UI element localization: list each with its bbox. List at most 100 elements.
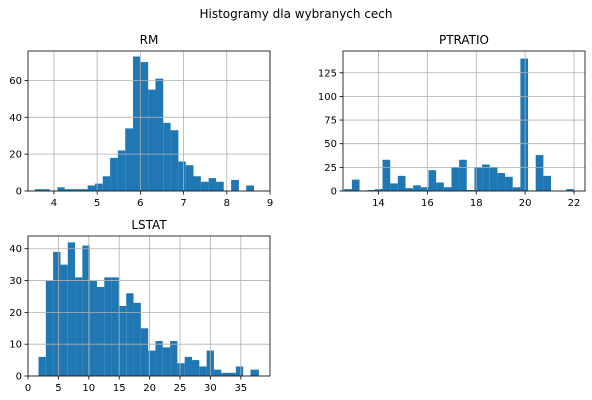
ptratio-bar [382, 159, 391, 191]
ptratio-x-tick-label: 16 [421, 198, 434, 209]
lstat-bar [191, 360, 200, 376]
rm-bar [193, 176, 201, 191]
rm-y-tick-label: 0 [16, 187, 22, 198]
rm-bar [79, 189, 88, 191]
lstat-bar [170, 341, 178, 376]
rm-bar [200, 181, 209, 191]
lstat-x-tick-label: 35 [234, 383, 247, 394]
rm-bar [117, 150, 126, 191]
ptratio-bar [390, 183, 398, 191]
rm-x-tick-label: 4 [51, 198, 57, 209]
ptratio-axes-frame [342, 50, 586, 192]
rm-bar [110, 157, 118, 191]
rm-x-tick-label: 5 [94, 198, 100, 209]
ptratio-bar [543, 175, 552, 191]
ptratio-y-tick-label: 25 [324, 163, 337, 174]
lstat-x-tick-label: 10 [82, 383, 95, 394]
lstat-bar [184, 356, 192, 376]
rm-bar [155, 78, 164, 191]
rm-bar [246, 185, 255, 191]
lstat-bar [97, 286, 105, 376]
ptratio-bar [436, 182, 444, 191]
lstat-bar [89, 280, 98, 376]
ptratio-title: PTRATIO [439, 33, 489, 47]
ptratio-bar [413, 185, 421, 191]
lstat-y-tick-label: 40 [9, 244, 22, 255]
ptratio-x-tick-label: 20 [519, 198, 532, 209]
lstat-title: LSTAT [131, 218, 167, 232]
lstat-y-tick-label: 20 [9, 308, 22, 319]
lstat-bar [60, 264, 68, 376]
rm-y-tick-label: 40 [9, 113, 22, 124]
ptratio-bar [428, 170, 437, 191]
lstat-bar [111, 277, 119, 376]
lstat-bar [155, 341, 163, 376]
ptratio-bar [489, 167, 498, 191]
rm-title: RM [140, 33, 159, 47]
lstat-x-tick-label: 15 [113, 383, 126, 394]
rm-bar [231, 179, 239, 191]
histogram-rm: 4 5 6 7 8 9 0 20 40 60 RM [9, 33, 273, 209]
ptratio-bar [344, 189, 352, 191]
lstat-bar [104, 277, 112, 376]
lstat-bar [75, 277, 83, 376]
rm-x-tick-label: 9 [267, 198, 273, 209]
lstat-bar [199, 366, 207, 376]
lstat-x-tick-label: 0 [25, 383, 31, 394]
ptratio-bar [451, 167, 460, 191]
rm-bar [125, 128, 134, 191]
histogram-ptratio: 14 16 18 20 22 0 25 50 75 100 125 PTRATIO [318, 33, 586, 209]
ptratio-bar [367, 190, 375, 191]
lstat-x-tick-label: 20 [143, 383, 156, 394]
ptratio-bar [482, 164, 490, 191]
lstat-bar [45, 280, 54, 376]
ptratio-bar [566, 189, 574, 191]
rm-bar [64, 189, 73, 191]
ptratio-bar [405, 188, 414, 191]
ptratio-bar [535, 155, 544, 191]
ptratio-bar [397, 175, 406, 191]
lstat-bar [148, 350, 156, 376]
lstat-bar [235, 366, 244, 376]
lstat-axes-frame [27, 235, 271, 377]
ptratio-x-tick-label: 14 [372, 198, 385, 209]
lstat-bar [177, 363, 185, 376]
lstat-bar [118, 306, 127, 376]
ptratio-y-tick-label: 75 [324, 116, 337, 127]
rm-y-tick-label: 60 [9, 76, 22, 87]
rm-bar [34, 189, 43, 191]
ptratio-y-tick-label: 50 [324, 139, 337, 150]
rm-bar [57, 187, 65, 191]
rm-bar [163, 122, 171, 191]
ptratio-bar [420, 187, 429, 191]
lstat-x-tick-label: 25 [174, 383, 187, 394]
ptratio-bar [512, 187, 521, 191]
lstat-y-tick-label: 30 [9, 276, 22, 287]
lstat-bar [126, 293, 134, 376]
rm-bar [148, 89, 156, 191]
rm-bar [178, 161, 186, 191]
rm-bar [87, 185, 95, 191]
rm-bar [185, 165, 194, 191]
ptratio-y-tick-label: 100 [318, 92, 337, 103]
lstat-bar [38, 356, 46, 376]
lstat-x-tick-label: 5 [55, 383, 61, 394]
rm-y-tick-label: 20 [9, 150, 22, 161]
lstat-x-tick-label: 30 [204, 383, 217, 394]
rm-bar [42, 189, 50, 191]
rm-bar [102, 176, 111, 191]
ptratio-x-tick-label: 22 [568, 198, 581, 209]
lstat-y-tick-label: 10 [9, 340, 22, 351]
lstat-y-tick-label: 0 [16, 372, 22, 383]
rm-bar [215, 181, 224, 191]
lstat-bar [228, 372, 236, 376]
ptratio-y-tick-label: 0 [331, 187, 337, 198]
rm-x-tick-label: 6 [137, 198, 143, 209]
ptratio-bar [474, 167, 483, 191]
rm-bar [170, 130, 179, 191]
rm-x-tick-label: 7 [180, 198, 186, 209]
ptratio-x-tick-label: 18 [470, 198, 483, 209]
ptratio-bar [466, 190, 475, 191]
lstat-bar [221, 372, 229, 376]
